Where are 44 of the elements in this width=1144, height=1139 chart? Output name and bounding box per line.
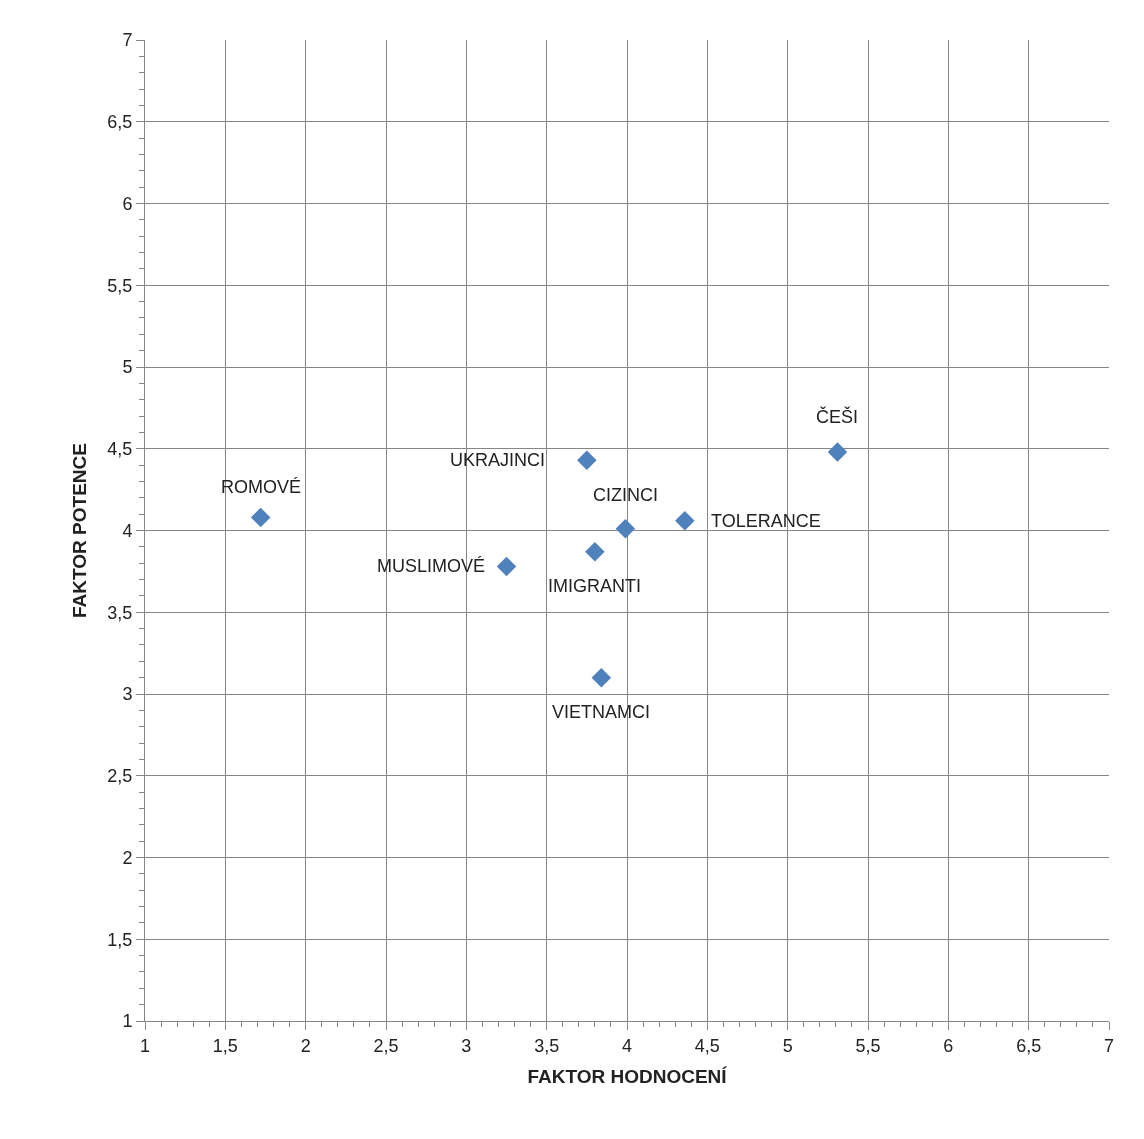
annotation: MUSLIMOVÉ xyxy=(377,556,486,576)
x-tick-label: 6 xyxy=(943,1035,954,1056)
annotation: UKRAJINCI xyxy=(450,450,546,470)
point xyxy=(827,442,848,462)
y-tick-label: 5,5 xyxy=(107,275,133,296)
y-tick-label: 5 xyxy=(122,357,133,378)
x-tick-label: 2 xyxy=(300,1035,311,1056)
y-tick-label: 6,5 xyxy=(107,112,133,133)
x-tick-label: 4,5 xyxy=(694,1035,720,1056)
x-tick-label: 5,5 xyxy=(855,1035,881,1056)
x-tick-label: 5 xyxy=(782,1035,793,1056)
x-tick-label: 4 xyxy=(621,1035,633,1056)
x-tick-label: 3 xyxy=(461,1035,472,1056)
y-tick-label: 1,5 xyxy=(107,929,133,950)
point xyxy=(591,667,612,688)
y-tick-label: 7 xyxy=(122,30,133,51)
point xyxy=(585,542,605,562)
x-tick-label: 3,5 xyxy=(534,1035,560,1056)
x-axis-title: FAKTOR HODNOCENÍ xyxy=(527,1066,728,1088)
x-tick-label: 7 xyxy=(1103,1035,1115,1056)
y-tick-label: 2,5 xyxy=(107,766,133,787)
annotation: TOLERANCE xyxy=(711,511,821,531)
y-tick-label: 2 xyxy=(122,847,133,868)
point xyxy=(615,519,636,539)
annotation: ROMOVÉ xyxy=(221,477,302,497)
annotation: VIETNAMCI xyxy=(552,702,651,722)
y-tick-label: 6 xyxy=(122,193,133,214)
y-axis-title: FAKTOR POTENCE xyxy=(69,443,91,618)
point xyxy=(577,450,597,470)
y-tick-label: 4,5 xyxy=(107,439,133,460)
point xyxy=(250,507,271,528)
x-tick-label: 6,5 xyxy=(1016,1035,1042,1056)
y-tick-label: 4 xyxy=(122,520,133,541)
y-tick-label: 3,5 xyxy=(107,602,133,623)
annotation: CIZINCI xyxy=(593,485,658,505)
annotation: ČEŠI xyxy=(816,406,859,427)
x-tick-label: 1 xyxy=(139,1035,151,1056)
point xyxy=(675,510,695,531)
point xyxy=(496,556,517,577)
x-tick-label: 2,5 xyxy=(373,1035,399,1056)
y-tick-label: 3 xyxy=(122,684,133,705)
x-tick-label: 1,5 xyxy=(212,1035,238,1056)
annotation: IMIGRANTI xyxy=(548,576,641,596)
y-tick-label: 1 xyxy=(122,1011,133,1032)
